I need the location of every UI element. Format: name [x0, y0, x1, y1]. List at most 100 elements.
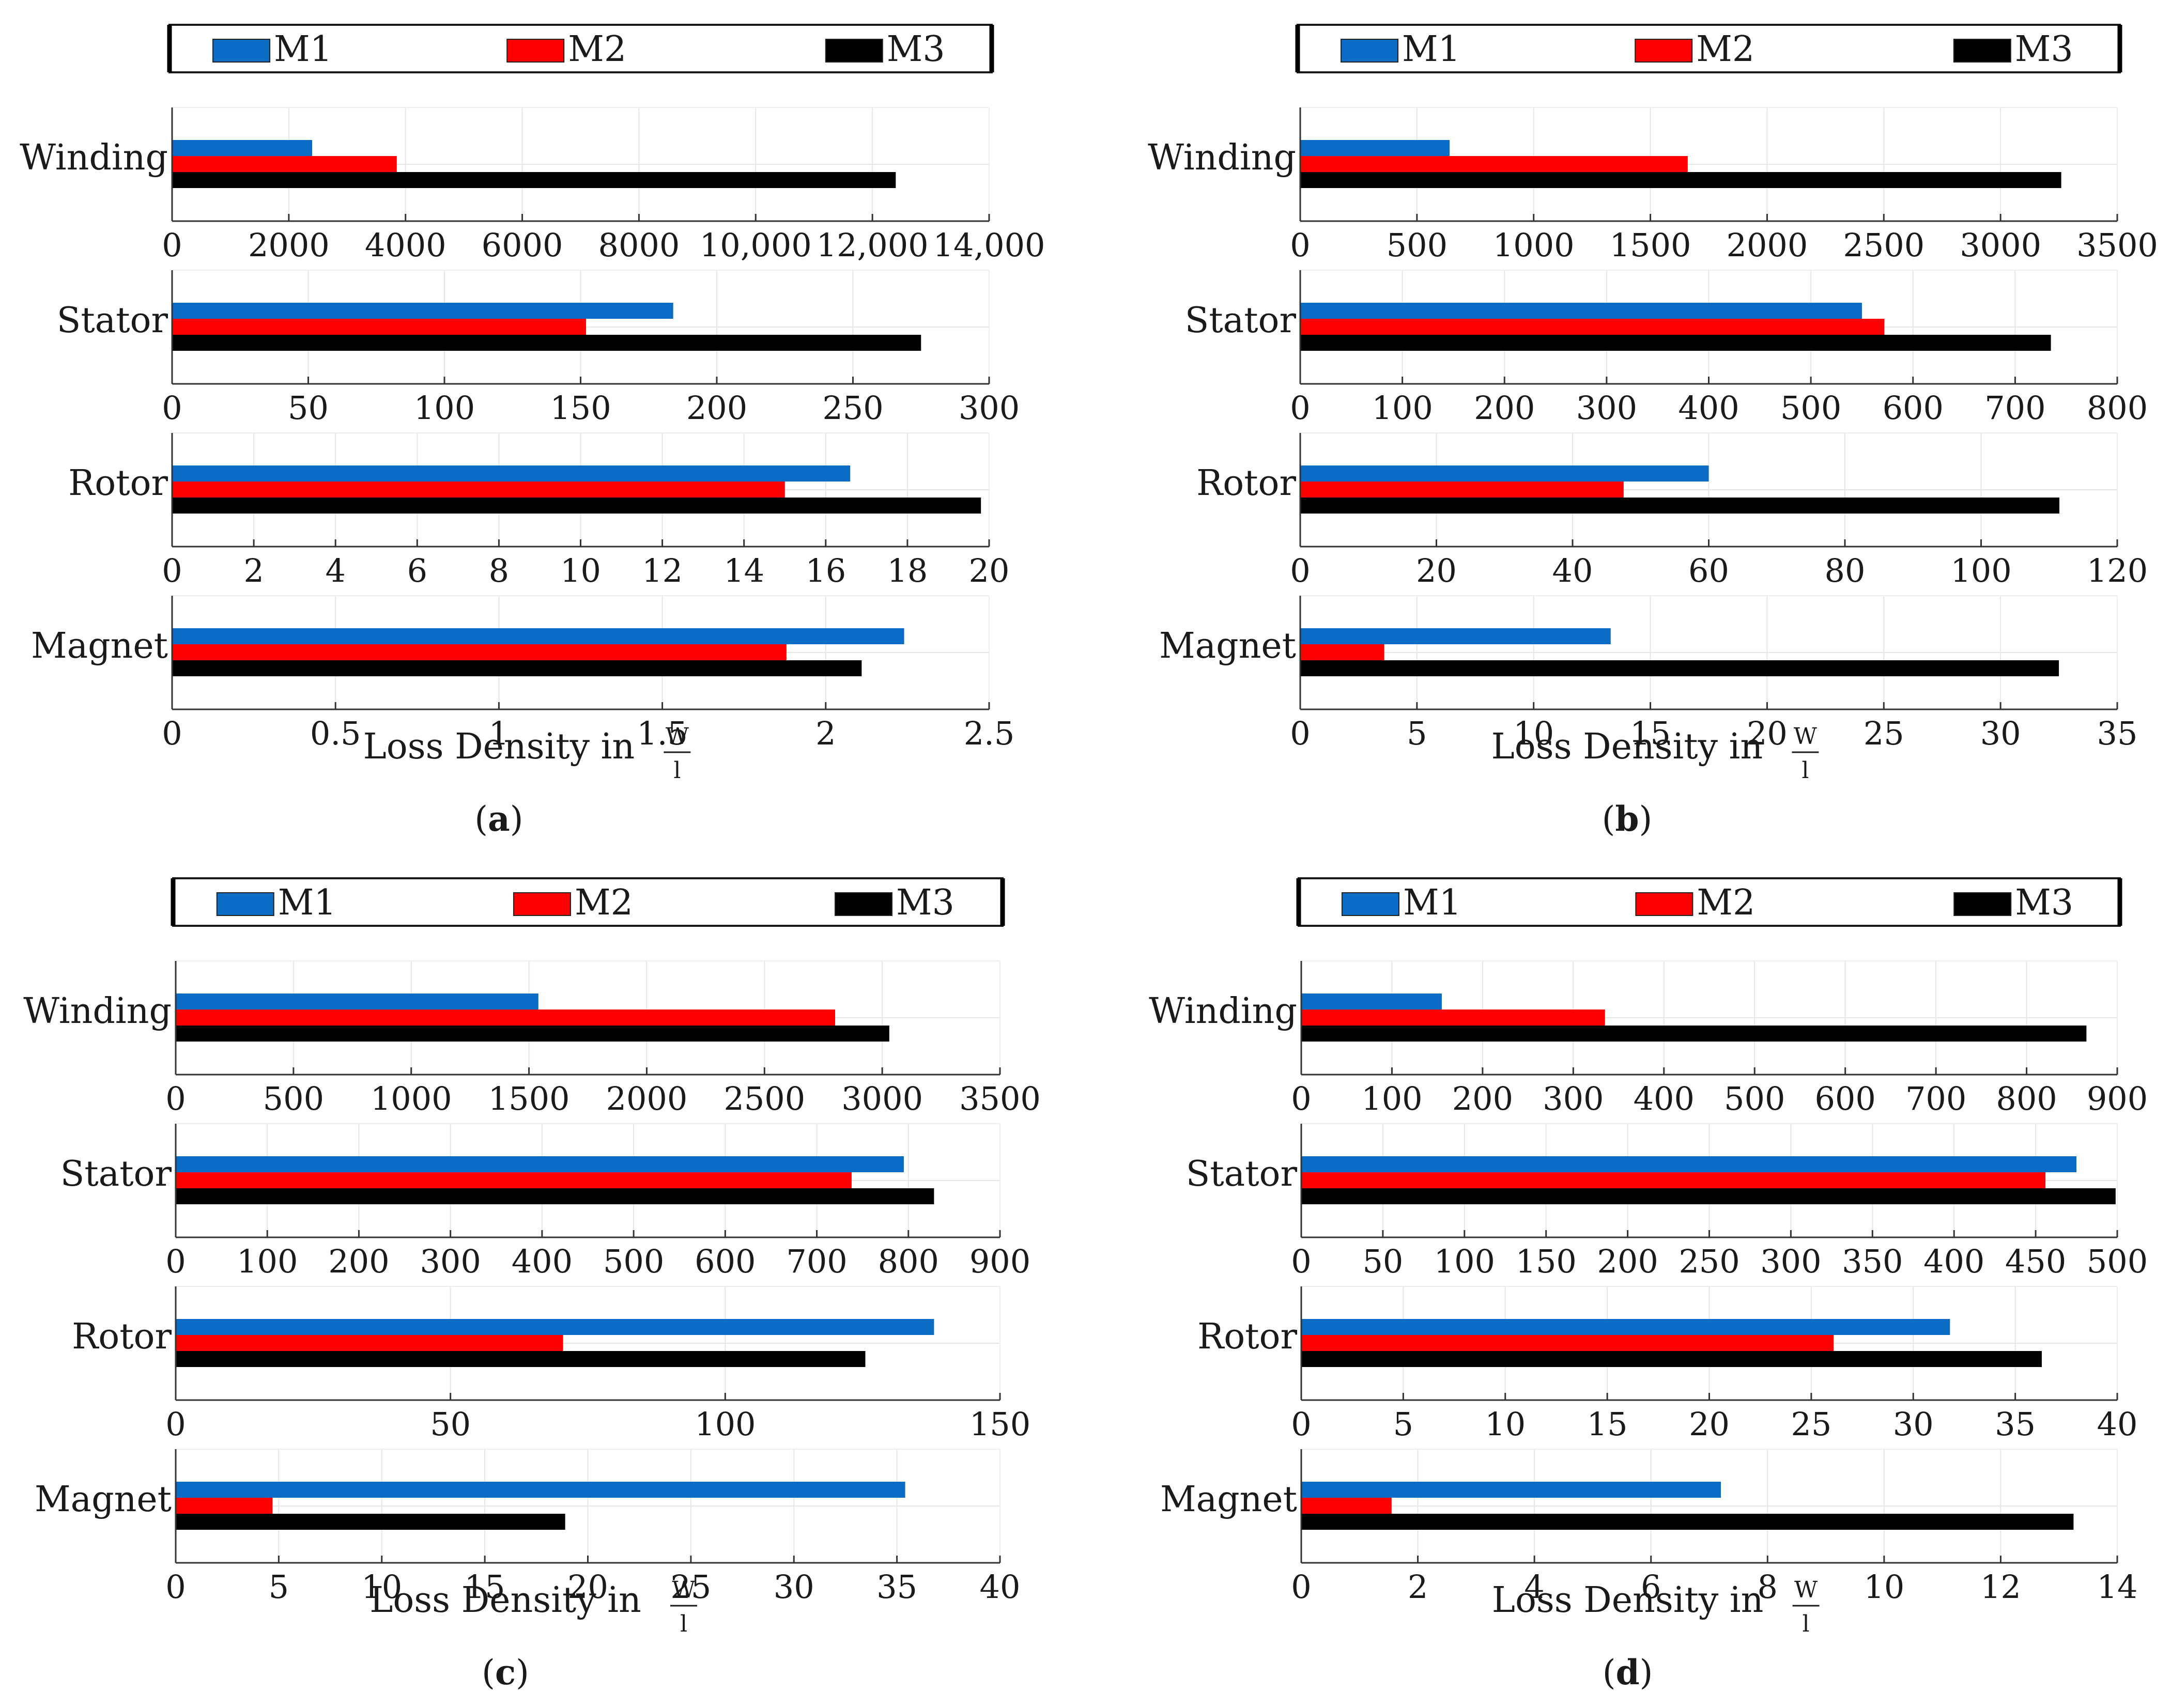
- tick-label: 900: [2087, 1080, 2148, 1117]
- panel-label-letter: c: [495, 1652, 516, 1693]
- legend: M1 M2 M3: [171, 877, 1005, 927]
- category-label: Stator: [57, 300, 168, 341]
- bar-winding-m1: [172, 140, 313, 156]
- tick-label: 2000: [248, 226, 330, 264]
- bar-stator-m1: [1300, 303, 1862, 319]
- unit-numerator: W: [1794, 723, 1818, 750]
- tick-label: 2000: [1727, 226, 1808, 264]
- tick-label: 35: [876, 1568, 917, 1606]
- category-label: Winding: [1149, 991, 1297, 1032]
- bar-rotor-m2: [1301, 1335, 1834, 1351]
- bar-magnet-m1: [1301, 1482, 1721, 1498]
- bar-winding-m2: [1301, 1010, 1605, 1026]
- bar-winding-m3: [176, 1026, 889, 1042]
- bar-magnet-m1: [1300, 628, 1611, 644]
- bar-magnet-m1: [176, 1482, 905, 1498]
- unit-denominator: l: [1802, 757, 1809, 784]
- tick-label: 900: [969, 1243, 1030, 1280]
- x-axis-label: Loss Density in Wl: [1492, 1577, 1820, 1637]
- tick-label: 3500: [2076, 226, 2158, 264]
- bar-magnet-m3: [1300, 660, 2059, 676]
- tick-label: 400: [1678, 389, 1739, 427]
- tick-label: 20: [1416, 552, 1457, 589]
- tick-label: 14: [723, 552, 764, 589]
- tick-label: 200: [1474, 389, 1535, 427]
- bar-rotor-m2: [176, 1335, 563, 1351]
- tick-label: 25: [1791, 1405, 1831, 1443]
- category-label: Winding: [20, 137, 168, 178]
- tick-label: 0: [165, 1568, 186, 1606]
- legend-label-m3: M3: [2015, 29, 2073, 70]
- legend-swatch-m3: [1953, 892, 2012, 916]
- bar-stator-m1: [176, 1156, 904, 1172]
- tick-label: 10: [560, 552, 601, 589]
- tick-label: 50: [1362, 1243, 1403, 1280]
- tick-label: 200: [1597, 1243, 1658, 1280]
- tick-label: 700: [1984, 389, 2045, 427]
- panel-c: M1 M2 M3 0 500 1000 1500 2000 2500 3000 3500Windin…: [23, 877, 1041, 1693]
- legend-swatch-m2: [1635, 892, 1693, 916]
- category-label: Magnet: [35, 1479, 172, 1520]
- tick-label: 100: [414, 389, 475, 427]
- subplot-winding: 0 500 1000 1500 2000 2500 3000 3500 Winding: [23, 960, 1041, 1117]
- category-label: Stator: [1185, 300, 1297, 341]
- bar-magnet-m3: [176, 1514, 565, 1530]
- tick-label: 30: [1980, 715, 2021, 752]
- tick-label: 4000: [365, 226, 446, 264]
- tick-label: 35: [1995, 1405, 2036, 1443]
- tick-label: 800: [2087, 389, 2148, 427]
- tick-label: 500: [1780, 389, 1841, 427]
- bar-winding-m3: [1300, 172, 2061, 188]
- x-axis-label-text: Loss Density in: [1491, 726, 1763, 767]
- legend-box: [1298, 877, 2121, 927]
- tick-label: 150: [969, 1405, 1030, 1443]
- tick-label: 600: [1883, 389, 1944, 427]
- bar-rotor-m3: [172, 498, 981, 514]
- tick-label: 100: [1372, 389, 1433, 427]
- tick-label: 20: [969, 552, 1010, 589]
- tick-label: 0: [1290, 552, 1310, 589]
- tick-label: 0: [162, 226, 182, 264]
- tick-label: 120: [2087, 552, 2148, 589]
- bar-magnet-m2: [1301, 1498, 1392, 1514]
- tick-label: 400: [512, 1243, 573, 1280]
- legend-label-m2: M2: [575, 882, 633, 923]
- tick-label: 300: [1760, 1243, 1821, 1280]
- tick-label: 5: [1393, 1405, 1413, 1443]
- tick-label: 50: [430, 1405, 471, 1443]
- panel-label-close: ): [510, 799, 523, 839]
- tick-label: 0: [1290, 226, 1310, 264]
- subplot-magnet: 0 5 10 15 20 25 30 35 Magnet: [1159, 595, 2137, 752]
- tick-label: 200: [1452, 1080, 1513, 1117]
- bar-rotor-m1: [172, 465, 851, 482]
- tick-label: 0: [1291, 1243, 1311, 1280]
- subplot-rotor: 0 20 40 60 80 100 120 Rotor: [1196, 432, 2148, 589]
- panel-label: (a): [474, 799, 523, 839]
- tick-label: 0: [162, 552, 182, 589]
- tick-label: 8: [489, 552, 509, 589]
- legend-swatch-m3: [825, 39, 883, 63]
- bar-rotor-m1: [1300, 465, 1709, 482]
- bar-magnet-m3: [172, 660, 862, 676]
- legend-label-m2: M2: [1696, 29, 1754, 70]
- tick-label: 2500: [723, 1080, 805, 1117]
- panel-label-open: (: [1602, 799, 1615, 839]
- category-label: Rotor: [1197, 1316, 1297, 1357]
- bar-rotor-m2: [1300, 482, 1624, 498]
- panel-label-close: ): [1640, 1653, 1653, 1693]
- tick-label: 300: [420, 1243, 481, 1280]
- bar-winding-m2: [1300, 156, 1688, 172]
- tick-label: 200: [686, 389, 747, 427]
- category-label: Rotor: [68, 463, 168, 504]
- tick-label: 0: [1291, 1080, 1311, 1117]
- tick-label: 8: [1758, 1568, 1778, 1606]
- tick-label: 25: [670, 1568, 711, 1606]
- panel-label-close: ): [1639, 799, 1652, 839]
- subplot-winding: 0 2000 4000 6000 8000 10,000 12,000 14,000 Windi…: [20, 107, 1045, 264]
- category-label: Rotor: [1196, 463, 1296, 504]
- legend-label-m1: M1: [1403, 882, 1461, 923]
- tick-label: 600: [695, 1243, 756, 1280]
- legend-label-m1: M1: [274, 29, 332, 70]
- tick-label: 25: [1864, 715, 1904, 752]
